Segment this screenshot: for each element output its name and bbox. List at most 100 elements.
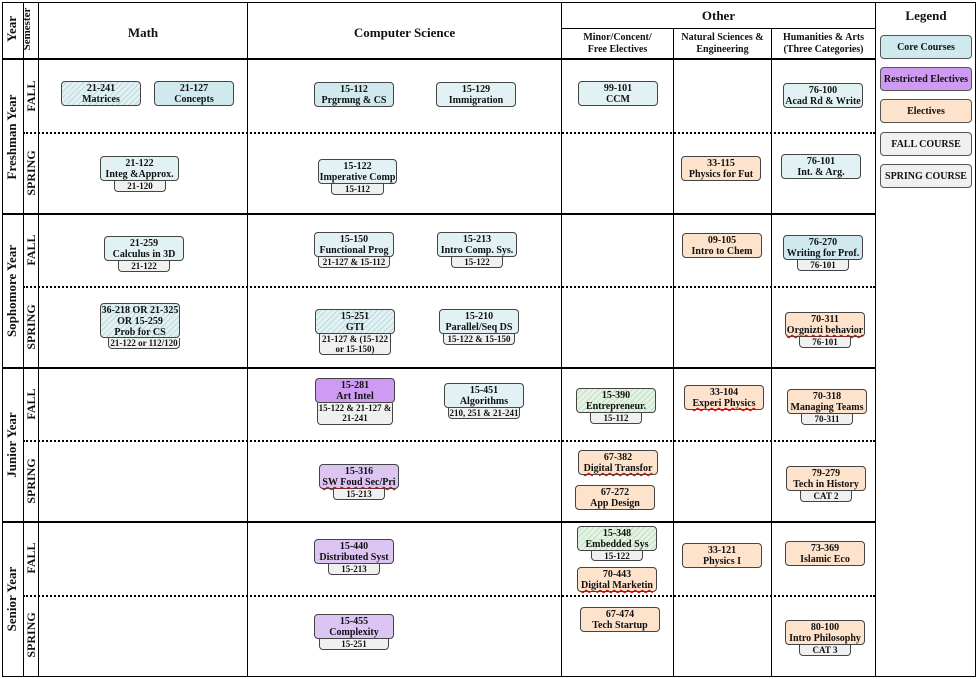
course-code: 79-279 [811, 468, 841, 479]
course-73-369[interactable]: 73-369 Islamic Eco [785, 541, 865, 566]
course-70-311[interactable]: 70-311 Orgnizti behavior [785, 312, 865, 337]
course-title: Concepts [174, 94, 214, 105]
prereq-15-348: 15-122 [591, 551, 643, 561]
header-minor: Minor/Concent/ Free Electives [562, 32, 673, 56]
course-33-115[interactable]: 33-115 Physics for Fut [681, 156, 761, 181]
prereq-line2: or 15-150) [335, 344, 375, 354]
course-code: 15-251 [340, 311, 370, 322]
divider-other-subheader [561, 28, 875, 29]
course-title: Complexity [329, 627, 379, 638]
course-67-272[interactable]: 67-272 App Design [575, 485, 655, 510]
year-label-senior: Senior Year [4, 566, 19, 632]
course-15-150[interactable]: 15-150 Functional Prog [314, 232, 394, 257]
course-15-213[interactable]: 15-213 Intro Comp. Sys. [437, 232, 517, 257]
course-title: SW Foud Sec/Pri [322, 477, 396, 488]
course-70-318[interactable]: 70-318 Managing Teams [787, 389, 867, 414]
prereq-21-259: 21-122 [118, 261, 170, 272]
course-code: 15-390 [601, 390, 631, 401]
semester-fall-4: FALL [24, 542, 38, 574]
prereq-15-150: 21-127 & 15-112 [318, 257, 390, 268]
course-title: Tech Startup [592, 620, 648, 631]
course-code: 15-150 [339, 234, 369, 245]
semester-divider-2 [23, 286, 875, 288]
course-code: 70-443 [602, 569, 632, 580]
course-76-100[interactable]: 76-100 Acad Rd & Write [783, 83, 863, 108]
course-title: Tech in History [793, 479, 859, 490]
course-15-251[interactable]: 15-251 GTI [315, 309, 395, 334]
course-code: 76-101 [806, 156, 836, 167]
course-79-279[interactable]: 79-279 Tech in History [786, 466, 866, 491]
course-title: Algorithms [459, 396, 509, 407]
course-title: Islamic Eco [800, 554, 850, 565]
course-title: GTI [345, 322, 365, 333]
course-title: Managing Teams [790, 402, 864, 413]
course-21-127[interactable]: 21-127 Concepts [154, 81, 234, 106]
course-21-259[interactable]: 21-259 Calculus in 3D [104, 236, 184, 261]
header-math: Math [127, 25, 159, 40]
course-code: 33-121 [707, 545, 737, 556]
course-code: 15-451 [469, 385, 499, 396]
prereq-15-440: 15-213 [328, 564, 380, 575]
course-15-112[interactable]: 15-112 Prgrmng & CS [314, 82, 394, 107]
course-code: 67-272 [600, 487, 630, 498]
legend-restricted-electives: Restricted Electives [880, 67, 972, 91]
course-15-316[interactable]: 15-316 SW Foud Sec/Pri [319, 464, 399, 489]
course-67-474[interactable]: 67-474 Tech Startup [580, 607, 660, 632]
course-09-105[interactable]: 09-105 Intro to Chem [682, 233, 762, 258]
divider-cs-other [561, 2, 562, 677]
course-15-440[interactable]: 15-440 Distributed Syst [314, 539, 394, 564]
course-36-218[interactable]: 36-218 OR 21-325 OR 15-259 Prob for CS [100, 303, 180, 338]
course-80-100[interactable]: 80-100 Intro Philosophy [785, 620, 865, 645]
legend-core-courses: Core Courses [880, 35, 972, 59]
prereq-line1: 21-127 & (15-122 [322, 334, 388, 344]
header-natsci-line1: Natural Sciences & [681, 32, 764, 43]
course-15-129[interactable]: 15-129 Immigration [436, 82, 516, 107]
course-title: Int. & Arg. [797, 167, 845, 178]
course-21-122[interactable]: 21-122 Integ &Approx. [100, 156, 179, 181]
course-code: 15-210 [464, 311, 494, 322]
semester-fall-1: FALL [24, 80, 38, 112]
course-21-241[interactable]: 21-241 Matrices [61, 81, 141, 106]
course-76-101[interactable]: 76-101 Int. & Arg. [781, 154, 861, 179]
year-divider-3 [2, 521, 875, 523]
course-code: 15-281 [340, 380, 370, 391]
course-99-101[interactable]: 99-101 CCM [578, 81, 658, 106]
course-code: 99-101 [603, 83, 633, 94]
course-15-122[interactable]: 15-122 Imperative Comp [318, 159, 397, 184]
course-76-270[interactable]: 76-270 Writing for Prof. [783, 235, 863, 260]
course-67-382[interactable]: 67-382 Digital Transfor [578, 450, 658, 475]
border-top [2, 2, 976, 3]
year-label-junior: Junior Year [4, 412, 19, 478]
prereq-36-218: 21-122 or 112/120 [108, 338, 180, 349]
semester-spring-1: SPRING [24, 150, 38, 196]
course-title: Art Intel [336, 391, 374, 402]
course-15-348[interactable]: 15-348 Embedded Sys [577, 526, 657, 551]
course-code: 21-259 [129, 238, 159, 249]
border-left [2, 2, 3, 677]
course-15-281[interactable]: 15-281 Art Intel [315, 378, 395, 403]
prereq-70-311: 76-101 [799, 337, 851, 348]
course-15-390[interactable]: 15-390 Entrepreneur. [576, 388, 656, 413]
header-year: Year [4, 16, 19, 42]
course-title: Matrices [82, 94, 120, 105]
header-semester: Semester [21, 7, 33, 51]
course-15-210[interactable]: 15-210 Parallel/Seq DS [439, 309, 519, 334]
prereq-21-122: 21-120 [114, 181, 166, 192]
course-33-121[interactable]: 33-121 Physics I [682, 543, 762, 568]
course-33-104[interactable]: 33-104 Experi Physics [684, 385, 764, 410]
course-code: 36-218 OR 21-325 [101, 305, 179, 316]
course-code: 15-316 [344, 466, 374, 477]
course-15-455[interactable]: 15-455 Complexity [314, 614, 394, 639]
prereq-79-279: CAT 2 [800, 491, 852, 502]
prereq-line1: 15-122 & 21-127 & [318, 403, 392, 413]
course-title: Entrepreneur. [585, 401, 647, 412]
course-15-451[interactable]: 15-451 Algorithms [444, 383, 524, 408]
course-code: 67-382 [603, 452, 633, 463]
course-70-443[interactable]: 70-443 Digital Marketin [577, 567, 657, 592]
course-code: 15-440 [339, 541, 369, 552]
header-hum: Humanities & Arts (Three Categories) [772, 32, 875, 56]
border-bottom [2, 676, 976, 677]
course-title: Writing for Prof. [786, 248, 860, 259]
course-code: 76-270 [808, 237, 838, 248]
header-cs: Computer Science [353, 25, 456, 40]
